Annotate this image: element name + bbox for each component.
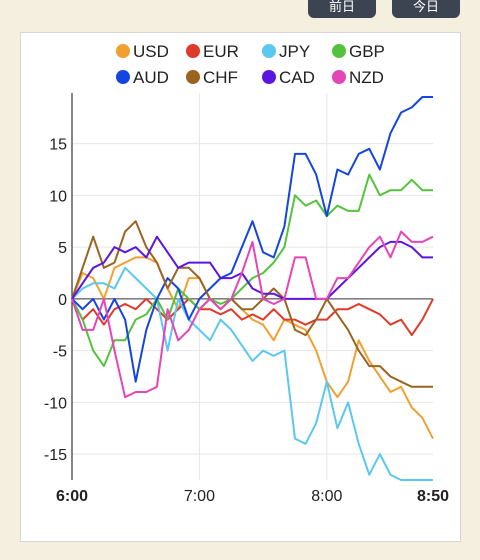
today-button[interactable]: 今日 — [392, 0, 460, 18]
legend-marker-gbp — [332, 44, 346, 58]
y-tick-label: -10 — [44, 395, 67, 412]
y-tick-label: -5 — [53, 344, 67, 361]
legend-marker-usd — [116, 44, 130, 58]
x-tick-label: 8:50 — [417, 488, 449, 505]
series-line-jpy — [71, 266, 433, 481]
legend-label-gbp: GBP — [349, 42, 385, 61]
series-line-nzd — [71, 230, 434, 399]
previous-day-button[interactable]: 前日 — [308, 0, 376, 18]
legend-marker-cad — [262, 70, 276, 84]
legend-marker-chf — [186, 70, 200, 84]
series-line-gbp — [71, 173, 433, 368]
legend-label-cad: CAD — [279, 68, 315, 87]
currency-strength-line-chart: USD EUR JPY GBP AUD CHF CAD NZD 15 10 5 0 -5 -10 -15 6… — [44, 42, 449, 505]
x-tick-label: 8:00 — [311, 488, 342, 505]
legend-marker-jpy — [262, 44, 276, 58]
legend-marker-nzd — [332, 70, 346, 84]
chart-series — [71, 96, 434, 481]
chart-card: USD EUR JPY GBP AUD CHF CAD NZD 15 10 5 0 -5 -10 -15 6… — [20, 32, 461, 542]
chart-legend: USD EUR JPY GBP AUD CHF CAD NZD — [116, 42, 385, 87]
series-line-cad — [71, 235, 433, 300]
x-tick-label: 6:00 — [56, 488, 88, 505]
series-line-aud — [71, 96, 433, 383]
legend-label-aud: AUD — [133, 68, 169, 87]
legend-label-eur: EUR — [203, 42, 239, 61]
series-line-chf — [71, 220, 433, 388]
legend-marker-aud — [116, 70, 130, 84]
legend-label-jpy: JPY — [279, 42, 310, 61]
series-line-usd — [71, 256, 434, 440]
x-tick-label: 7:00 — [184, 488, 215, 505]
legend-label-usd: USD — [133, 42, 169, 61]
legend-label-nzd: NZD — [349, 68, 384, 87]
series-line-eur — [71, 297, 434, 337]
y-tick-label: 15 — [49, 137, 67, 154]
y-tick-label: 0 — [58, 292, 67, 309]
chart-grid — [72, 93, 433, 480]
legend-marker-eur — [186, 44, 200, 58]
legend-label-chf: CHF — [203, 68, 238, 87]
y-tick-label: -15 — [44, 447, 67, 464]
y-tick-label: 5 — [58, 240, 67, 257]
chart-axes: 15 10 5 0 -5 -10 -15 6:00 7:00 8:00 8:50 — [44, 93, 449, 505]
y-tick-label: 10 — [49, 188, 67, 205]
